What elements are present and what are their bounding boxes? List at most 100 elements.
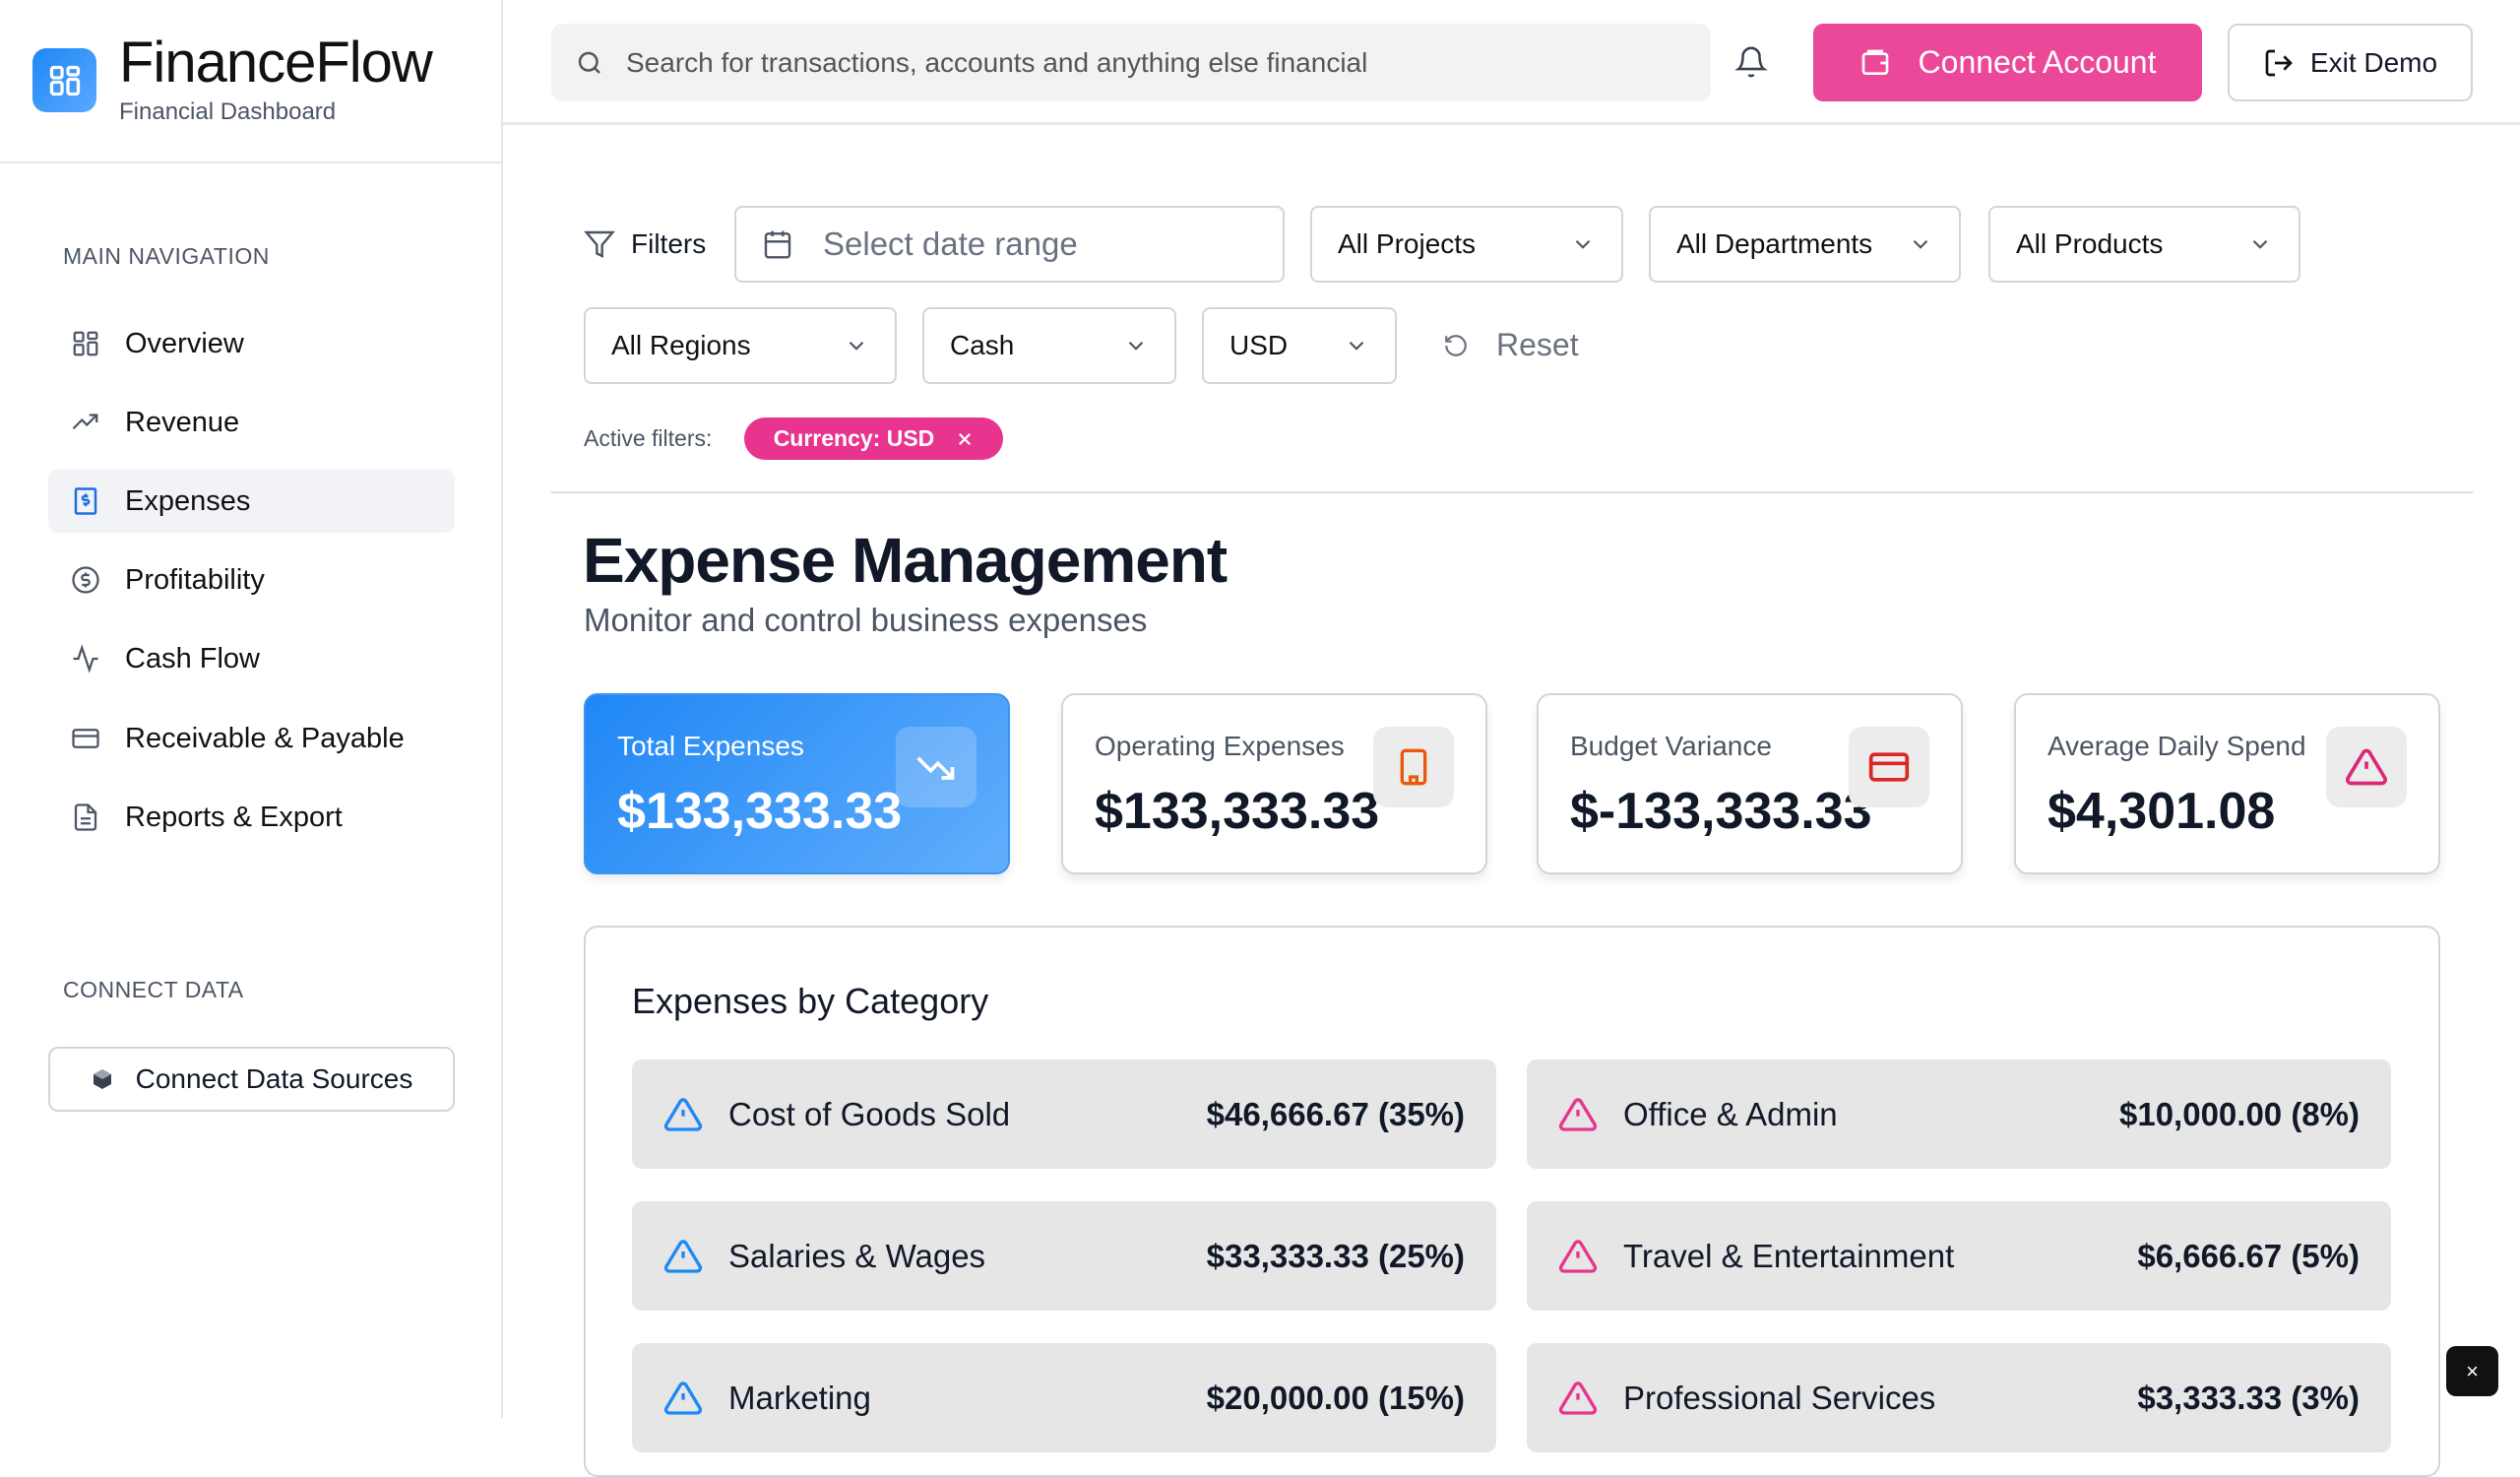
page-title: Expense Management	[583, 525, 1228, 596]
sidebar-item-label: Receivable & Payable	[125, 722, 405, 754]
category-name: Cost of Goods Sold	[728, 1095, 1011, 1132]
chip-label: Currency: USD	[773, 425, 935, 451]
products-select[interactable]: All Products	[1988, 206, 2300, 283]
exit-demo-button[interactable]: Exit Demo	[2228, 24, 2473, 101]
category-item[interactable]: Marketing $20,000.00 (15%)	[632, 1343, 1496, 1452]
trending-down-icon	[896, 727, 976, 807]
chevron-down-icon	[1908, 231, 1933, 257]
card-value: $133,333.33	[617, 783, 903, 840]
credit-card-icon	[1849, 727, 1929, 807]
filter-icon	[584, 228, 615, 260]
reset-button[interactable]: Reset	[1443, 327, 1579, 363]
logo-icon	[32, 48, 96, 112]
category-amount: $6,666.67 (5%)	[2137, 1237, 2360, 1274]
sidebar-item-label: Expenses	[125, 484, 251, 517]
card-label: Budget Variance	[1570, 731, 1772, 761]
top-bar	[503, 0, 2520, 125]
date-placeholder: Select date range	[823, 225, 1078, 262]
departments-select[interactable]: All Departments	[1649, 206, 1961, 283]
rotate-ccw-icon	[1443, 333, 1469, 358]
accounting-basis-select[interactable]: Cash	[922, 307, 1176, 384]
alert-triangle-icon	[663, 1095, 703, 1134]
sidebar-item-profitability[interactable]: Profitability	[48, 548, 455, 611]
connect-data-heading: CONNECT DATA	[63, 977, 244, 1002]
search-input[interactable]: Search for transactions, accounts and an…	[551, 24, 1711, 101]
category-name: Marketing	[728, 1379, 871, 1416]
button-label: Connect Account	[1918, 44, 2157, 80]
select-value: All Projects	[1338, 228, 1477, 259]
sidebar-item-label: Overview	[125, 327, 244, 359]
regions-select[interactable]: All Regions	[584, 307, 897, 384]
search-icon	[575, 48, 604, 78]
close-icon[interactable]	[956, 430, 974, 448]
dollar-circle-icon	[70, 564, 101, 596]
category-name: Travel & Entertainment	[1623, 1237, 1955, 1274]
search-placeholder: Search for transactions, accounts and an…	[626, 46, 1368, 78]
filters-label: Filters	[584, 228, 706, 260]
close-button[interactable]: ×	[2446, 1346, 2498, 1396]
category-item[interactable]: Office & Admin $10,000.00 (8%)	[1527, 1060, 2391, 1169]
sidebar-item-label: Revenue	[125, 406, 240, 438]
chevron-down-icon	[2247, 231, 2273, 257]
card-value: $133,333.33	[1095, 783, 1380, 840]
panel-title: Expenses by Category	[632, 981, 989, 1021]
divider	[551, 491, 2473, 493]
grid-icon	[70, 328, 101, 359]
select-value: Cash	[950, 330, 1015, 360]
sidebar-item-label: Profitability	[125, 563, 265, 596]
card-label: Total Expenses	[617, 731, 804, 761]
category-amount: $33,333.33 (25%)	[1206, 1237, 1465, 1274]
file-icon	[70, 802, 101, 833]
total-expenses-card: Total Expenses $133,333.33	[584, 693, 1010, 874]
alert-triangle-icon	[2326, 727, 2407, 807]
sidebar-item-cash-flow[interactable]: Cash Flow	[48, 627, 455, 690]
sidebar-item-label: Reports & Export	[125, 801, 343, 833]
active-filter-chip[interactable]: Currency: USD	[744, 417, 1003, 460]
button-label: Reset	[1496, 327, 1579, 362]
alert-triangle-icon	[1558, 1237, 1598, 1276]
building-icon	[1373, 727, 1454, 807]
currency-select[interactable]: USD	[1202, 307, 1397, 384]
date-range-picker[interactable]: Select date range	[734, 206, 1285, 283]
operating-expenses-card: Operating Expenses $133,333.33	[1061, 693, 1487, 874]
alert-triangle-icon	[1558, 1379, 1598, 1418]
button-label: Exit Demo	[2309, 46, 2438, 78]
chevron-down-icon	[1570, 231, 1596, 257]
card-value: $-133,333.33	[1570, 783, 1872, 840]
category-item[interactable]: Cost of Goods Sold $46,666.67 (35%)	[632, 1060, 1496, 1169]
button-label: Connect Data Sources	[135, 1063, 413, 1094]
category-amount: $20,000.00 (15%)	[1206, 1379, 1465, 1416]
alert-triangle-icon	[663, 1379, 703, 1418]
divider	[0, 161, 503, 163]
sidebar-item-expenses[interactable]: Expenses	[48, 470, 455, 533]
alert-triangle-icon	[663, 1237, 703, 1276]
chevron-down-icon	[1123, 333, 1149, 358]
bell-icon[interactable]	[1734, 45, 1768, 79]
category-item[interactable]: Travel & Entertainment $6,666.67 (5%)	[1527, 1201, 2391, 1311]
sidebar-item-overview[interactable]: Overview	[48, 312, 455, 375]
select-value: All Departments	[1676, 228, 1873, 259]
sidebar-item-label: Cash Flow	[125, 642, 260, 674]
category-amount: $46,666.67 (35%)	[1206, 1095, 1465, 1132]
app-name: FinanceFlow	[119, 31, 433, 95]
filters-text: Filters	[631, 228, 707, 259]
sidebar-item-reports-export[interactable]: Reports & Export	[48, 786, 455, 849]
budget-variance-card: Budget Variance $-133,333.33	[1537, 693, 1963, 874]
alert-triangle-icon	[1558, 1095, 1598, 1134]
select-value: All Products	[2016, 228, 2164, 259]
sidebar-item-revenue[interactable]: Revenue	[48, 391, 455, 454]
category-name: Salaries & Wages	[728, 1237, 986, 1274]
card-label: Average Daily Spend	[2048, 731, 2306, 761]
connect-account-button[interactable]: Connect Account	[1813, 24, 2202, 101]
connect-data-sources-button[interactable]: Connect Data Sources	[48, 1047, 455, 1112]
card-label: Operating Expenses	[1095, 731, 1345, 761]
card-value: $4,301.08	[2048, 783, 2276, 840]
select-value: USD	[1229, 330, 1289, 360]
chevron-down-icon	[1344, 333, 1369, 358]
select-value: All Regions	[611, 330, 751, 360]
wallet-icon	[1859, 47, 1891, 79]
category-item[interactable]: Professional Services $3,333.33 (3%)	[1527, 1343, 2391, 1452]
category-item[interactable]: Salaries & Wages $33,333.33 (25%)	[632, 1201, 1496, 1311]
sidebar-item-receivable-payable[interactable]: Receivable & Payable	[48, 707, 455, 770]
projects-select[interactable]: All Projects	[1310, 206, 1623, 283]
